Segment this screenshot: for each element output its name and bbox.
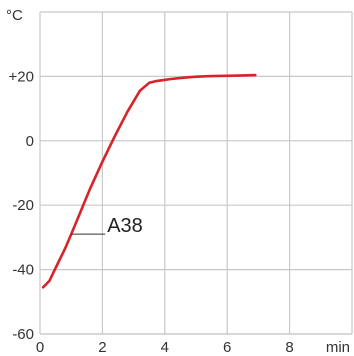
plot-frame [39, 11, 353, 335]
x-axis-unit-label: min [326, 339, 350, 356]
y-tick-label: 0 [26, 133, 34, 150]
tick-labels: 0 2 4 6 8 -60 -40 -20 0 +20 [9, 68, 294, 356]
x-tick-label: 4 [161, 339, 169, 356]
y-tick-label: -20 [12, 197, 34, 214]
series-line [41, 73, 257, 289]
grid [40, 12, 352, 335]
y-tick-label: -40 [12, 262, 34, 279]
annotation-layer: A38 [71, 215, 143, 237]
annotation-label: A38 [107, 215, 143, 237]
x-tick-label: 0 [36, 339, 44, 356]
y-tick-label: -60 [12, 326, 34, 343]
y-axis-unit-label: °C [6, 7, 23, 24]
x-tick-label: 6 [223, 339, 231, 356]
y-tick-label: +20 [9, 68, 34, 85]
series-layer [41, 73, 257, 289]
x-tick-label: 8 [285, 339, 293, 356]
x-tick-label: 2 [98, 339, 106, 356]
